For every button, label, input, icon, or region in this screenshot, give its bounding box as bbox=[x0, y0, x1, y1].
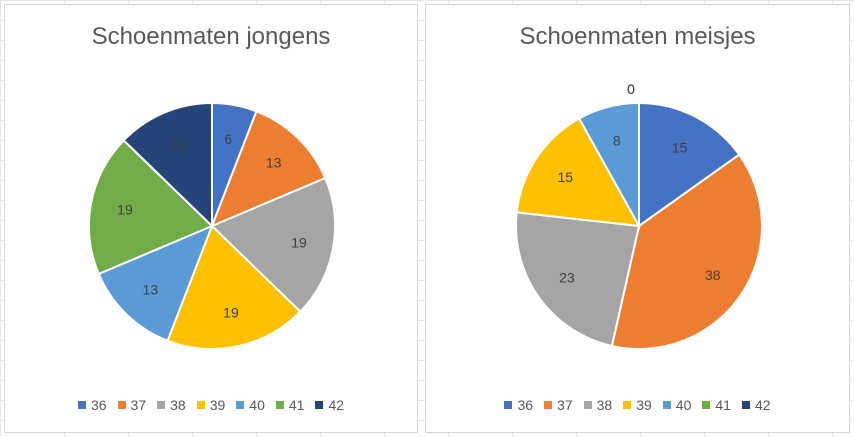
data-label-39: 19 bbox=[223, 305, 239, 321]
legend-label: 38 bbox=[170, 397, 186, 413]
legend-item-39[interactable]: 39 bbox=[196, 397, 226, 413]
legend-item-41[interactable]: 41 bbox=[275, 397, 305, 413]
legend-swatch bbox=[117, 401, 126, 409]
chart-panel-meisjes[interactable]: Schoenmaten meisjes 15 38 23 15 8 0 0 36 37 38 39… bbox=[425, 4, 850, 433]
legend-item-42[interactable]: 42 bbox=[315, 397, 344, 413]
legend-item-39[interactable]: 39 bbox=[623, 397, 652, 413]
data-label-36: 15 bbox=[672, 139, 688, 155]
pie-slice-42[interactable] bbox=[122, 101, 213, 229]
legend-swatch bbox=[157, 401, 166, 409]
data-label-39: 15 bbox=[557, 169, 573, 185]
legend-swatch bbox=[275, 401, 284, 409]
pie-slice-41[interactable] bbox=[88, 138, 214, 276]
legend-item-36[interactable]: 36 bbox=[504, 397, 533, 413]
pie-chart-jongens: 6 13 19 19 13 19 13 bbox=[88, 101, 336, 350]
chart-panel-jongens[interactable]: Schoenmaten jongens 6 13 19 19 13 19 13 36 37 38… bbox=[4, 4, 418, 433]
data-label-41: 19 bbox=[117, 202, 133, 218]
legend-swatch bbox=[623, 401, 632, 409]
pie-slice-37[interactable] bbox=[210, 110, 327, 228]
legend-label: 41 bbox=[288, 397, 305, 413]
legend-swatch bbox=[583, 401, 592, 409]
data-label-38: 19 bbox=[291, 234, 307, 250]
legend-swatch bbox=[702, 401, 711, 409]
legend-swatch bbox=[315, 401, 324, 409]
legend-item-36[interactable]: 36 bbox=[77, 397, 107, 413]
legend-item-42[interactable]: 42 bbox=[741, 397, 771, 413]
data-label-42: 13 bbox=[170, 136, 186, 152]
data-label-36: 6 bbox=[224, 131, 232, 147]
legend-label: 39 bbox=[636, 397, 652, 413]
legend-item-40[interactable]: 40 bbox=[236, 397, 265, 413]
pie-slice-40[interactable] bbox=[577, 101, 640, 230]
legend-label: 36 bbox=[90, 397, 107, 413]
legend-label: 40 bbox=[249, 397, 265, 413]
legend-label: 42 bbox=[754, 397, 771, 413]
legend-label: 42 bbox=[328, 397, 345, 413]
data-label-42: 0 bbox=[627, 81, 635, 97]
legend-item-41[interactable]: 41 bbox=[702, 397, 731, 413]
legend-item-38[interactable]: 38 bbox=[583, 397, 613, 413]
pie-slice-38[interactable] bbox=[210, 176, 336, 314]
pie-slice-40[interactable] bbox=[97, 224, 214, 342]
data-label-37: 13 bbox=[266, 154, 282, 170]
legend-swatch bbox=[236, 401, 245, 409]
legend-item-38[interactable]: 38 bbox=[157, 397, 186, 413]
legend-label: 36 bbox=[517, 397, 534, 413]
legend-label: 39 bbox=[209, 397, 226, 413]
legend-label: 37 bbox=[557, 397, 573, 413]
pie-slice-39[interactable] bbox=[515, 117, 641, 228]
legend-label: 38 bbox=[596, 397, 613, 413]
legend-swatch bbox=[662, 401, 671, 409]
legend-swatch bbox=[741, 401, 750, 409]
data-label-40: 8 bbox=[613, 132, 621, 148]
legend-item-37[interactable]: 37 bbox=[544, 397, 573, 413]
legend-label: 37 bbox=[130, 397, 147, 413]
legend-item-40[interactable]: 40 bbox=[662, 397, 692, 413]
chart-legend: 36 37 38 39 40 41 42 bbox=[426, 397, 849, 413]
data-label-40: 13 bbox=[143, 282, 159, 298]
legend-swatch bbox=[77, 401, 86, 409]
chart-title: Schoenmaten meisjes bbox=[519, 23, 756, 50]
pie-slice-37[interactable] bbox=[610, 153, 763, 350]
legend-label: 41 bbox=[715, 397, 731, 413]
legend-swatch bbox=[196, 401, 205, 409]
chart-title: Schoenmaten jongens bbox=[91, 23, 331, 50]
data-label-41: 0 bbox=[627, 81, 635, 97]
legend-swatch bbox=[504, 401, 513, 409]
data-label-38: 23 bbox=[559, 269, 575, 285]
data-label-37: 38 bbox=[705, 267, 721, 283]
legend-label: 40 bbox=[675, 397, 692, 413]
pie-slice-38[interactable] bbox=[515, 211, 641, 348]
pie-slice-36[interactable] bbox=[638, 101, 741, 228]
legend-swatch bbox=[544, 401, 553, 409]
chart-legend: 36 37 38 39 40 41 42 bbox=[5, 397, 417, 413]
legend-item-37[interactable]: 37 bbox=[117, 397, 147, 413]
